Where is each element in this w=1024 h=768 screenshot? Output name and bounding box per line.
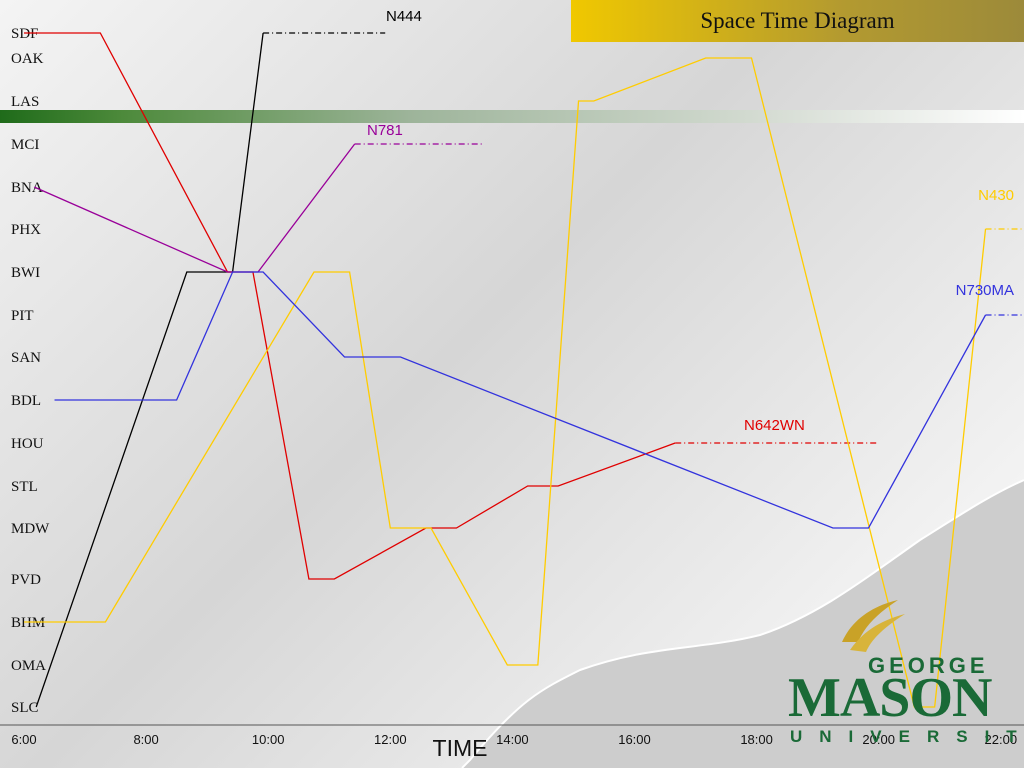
flight-label-n730ma: N730MA: [956, 282, 1014, 299]
station-label-bwi: BWI: [11, 265, 40, 281]
x-tick-2000: 20:00: [862, 732, 895, 747]
flight-label-n444: N444: [386, 8, 422, 25]
station-label-slc: SLC: [11, 700, 39, 716]
station-label-mdw: MDW: [11, 521, 50, 537]
station-label-hou: HOU: [11, 436, 44, 452]
station-label-mci: MCI: [11, 137, 39, 153]
swoosh-edge: [461, 479, 1024, 768]
series-line-n430: [24, 57, 987, 708]
station-label-sdf: SDF: [11, 26, 39, 42]
title-bar: Space Time Diagram: [571, 0, 1024, 42]
station-label-san: SAN: [11, 350, 41, 366]
x-tick-600: 6:00: [11, 732, 36, 747]
logo-flame-icon-2: [850, 614, 905, 652]
station-label-oak: OAK: [11, 51, 44, 67]
x-axis-label: TIME: [433, 735, 488, 761]
logo-george-text: GEORGE: [868, 653, 989, 678]
x-tick-1400: 14:00: [496, 732, 529, 747]
x-tick-1200: 12:00: [374, 732, 407, 747]
logo-university-text: UNIVERSITY: [790, 727, 1024, 746]
x-tick-1800: 18:00: [740, 732, 773, 747]
x-tick-labels: 6:00 8:00 10:00 12:00 14:00 16:00 18:00 20:00 22…: [11, 732, 1017, 747]
series-line-n642wn: [24, 32, 676, 580]
x-tick-2200: 22:00: [985, 732, 1018, 747]
logo-flame-icon: [842, 600, 898, 642]
station-labels: SDF OAK LAS MCI BNA PHX BWI PIT SAN BDL HOU STL MDW P…: [11, 26, 50, 716]
background-swoosh: [462, 480, 1024, 768]
series-line-n781: [33, 143, 356, 273]
flight-label-n781: N781: [367, 122, 403, 139]
series-line-n444: [35, 32, 264, 708]
flight-label-n430: N430: [978, 187, 1014, 204]
university-logo: GEORGE MASON UNIVERSITY: [788, 600, 1024, 746]
slide-title: Space Time Diagram: [700, 8, 895, 33]
x-tick-800: 8:00: [133, 732, 158, 747]
series-line-n730ma: [54, 271, 987, 529]
station-label-oma: OMA: [11, 658, 46, 674]
flight-labels: N444 N642WN N781 N430 N730MA: [367, 8, 1014, 434]
station-label-pit: PIT: [11, 308, 34, 324]
flight-series: [24, 32, 1024, 708]
station-label-stl: STL: [11, 479, 38, 495]
station-label-bhm: BHM: [11, 615, 45, 631]
station-label-bna: BNA: [11, 180, 43, 196]
green-stripe: [0, 110, 1024, 123]
station-label-bdl: BDL: [11, 393, 41, 409]
flight-label-n642wn: N642WN: [744, 417, 805, 434]
logo-mason-text: MASON: [788, 667, 992, 729]
x-tick-1000: 10:00: [252, 732, 285, 747]
x-tick-1600: 16:00: [618, 732, 651, 747]
station-label-phx: PHX: [11, 222, 41, 238]
station-label-las: LAS: [11, 94, 39, 110]
station-label-pvd: PVD: [11, 572, 41, 588]
